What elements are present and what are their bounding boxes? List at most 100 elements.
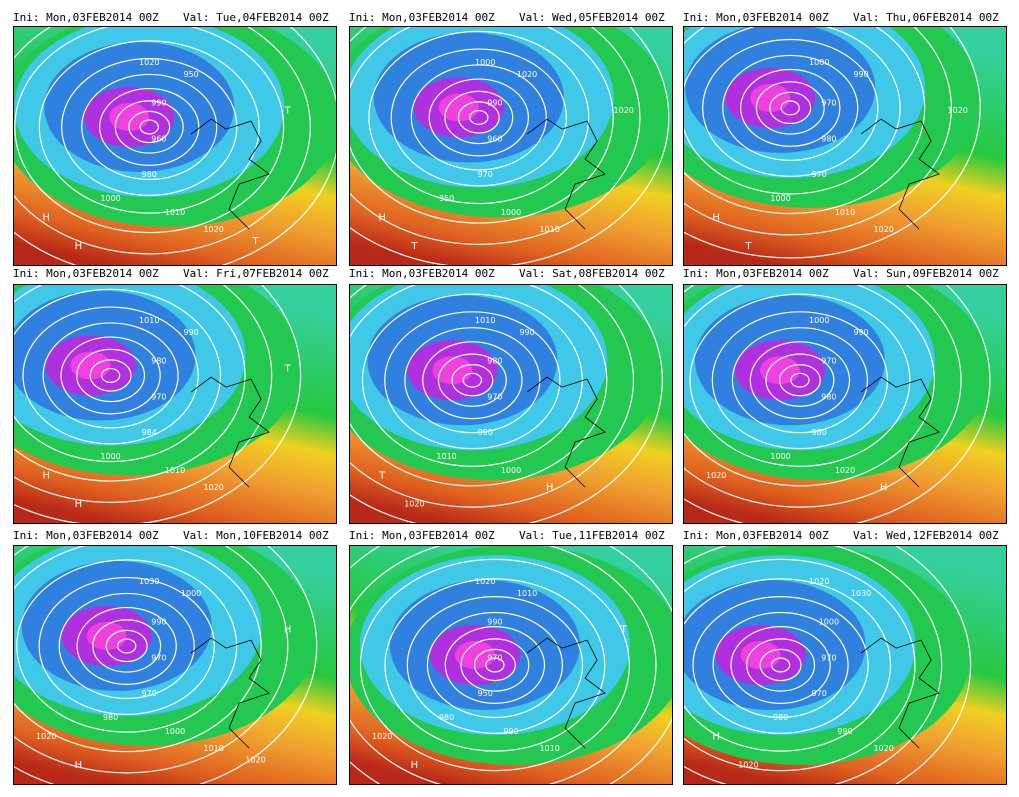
isobar-label: 1010 xyxy=(139,316,159,325)
forecast-map: 1000 990 970 980 970 1000 1010 1020 H T 1020 xyxy=(683,26,1007,266)
isobar-label: 1030 xyxy=(851,589,871,598)
isobar xyxy=(100,367,121,383)
panel-header: Ini: Mon,03FEB2014 00Z Val: Wed,12FEB2014… xyxy=(683,529,999,542)
isobar xyxy=(14,546,262,753)
isobar xyxy=(350,27,641,245)
isobar-label: 1020 xyxy=(203,225,223,234)
forecast-map: 1000 1020 990 960 970 950 1000 1010 H T 1020 xyxy=(349,26,673,266)
isobar xyxy=(730,625,831,705)
isobar-label: 1000 xyxy=(501,466,521,475)
isobar xyxy=(14,27,311,255)
isobar xyxy=(684,578,892,752)
isobar-label: 1010 xyxy=(835,208,855,217)
isobar-label: 980 xyxy=(821,134,836,143)
valid-time: Val: Wed,05FEB2014 00Z xyxy=(519,11,665,24)
isobar-label: 1000 xyxy=(100,194,120,203)
isobar xyxy=(684,285,935,487)
isobar xyxy=(384,311,561,450)
init-time: Ini: Mon,03FEB2014 00Z xyxy=(349,11,495,24)
isobar xyxy=(350,27,614,224)
isobar-label: 980 xyxy=(439,713,454,722)
isobar-label: 970 xyxy=(821,357,836,366)
isobar xyxy=(740,68,841,147)
isobar-label: 1000 xyxy=(475,58,495,67)
isobar xyxy=(457,101,500,134)
pressure-center: T xyxy=(744,241,752,252)
valid-time: Val: Wed,12FEB2014 00Z xyxy=(853,529,999,542)
air-mass xyxy=(109,102,150,131)
isobar-label: 1020 xyxy=(475,577,495,586)
isobar xyxy=(139,119,159,135)
isobar xyxy=(689,293,911,467)
valid-time: Val: Sun,09FEB2014 00Z xyxy=(853,267,999,280)
isobar-label: 990 xyxy=(853,328,868,337)
init-time: Ini: Mon,03FEB2014 00Z xyxy=(13,529,159,542)
isobar-label: 970 xyxy=(812,689,827,698)
init-time: Ini: Mon,03FEB2014 00Z xyxy=(13,267,159,280)
valid-time: Val: Tue,11FEB2014 00Z xyxy=(519,529,665,542)
isobar xyxy=(451,363,494,397)
isobar xyxy=(780,100,800,116)
isobar xyxy=(404,327,541,434)
isobar xyxy=(105,629,148,663)
isobar xyxy=(460,638,530,692)
init-time: Ini: Mon,03FEB2014 00Z xyxy=(13,11,159,24)
coastline xyxy=(526,376,606,488)
isobar xyxy=(92,619,162,673)
isobar xyxy=(89,359,132,392)
isobar xyxy=(895,546,972,784)
isobar-label: 1010 xyxy=(517,589,537,598)
pressure-center: H xyxy=(712,731,720,742)
air-mass xyxy=(86,621,127,650)
isobar-label: 970 xyxy=(487,392,502,401)
isobar xyxy=(368,30,590,205)
isobar xyxy=(350,285,635,508)
coastline xyxy=(860,637,940,749)
isobar-label: 970 xyxy=(151,653,166,662)
isobar xyxy=(778,363,821,397)
isobar-label: 990 xyxy=(487,99,502,108)
isobar xyxy=(406,595,584,735)
pressure-center: T xyxy=(284,363,292,374)
isobar-label: 1000 xyxy=(809,58,829,67)
panel-header: Ini: Mon,03FEB2014 00Z Val: Sun,09FEB2014… xyxy=(683,267,999,280)
forecast-map: 1030 1000 990 970 970 980 1000 1010 1020 H H 1020 xyxy=(13,545,337,785)
pressure-center: H xyxy=(75,241,83,252)
isobar xyxy=(76,348,146,403)
forecast-map: 1010 990 980 970 984 1000 1010 1020 H H T xyxy=(13,284,337,524)
isobar-label: 980 xyxy=(142,170,157,179)
pressure-center: H xyxy=(284,624,292,635)
isobar-label: 1020 xyxy=(614,106,634,115)
isobar-label: 990 xyxy=(151,99,166,108)
forecast-map: 1020 950 990 960 980 1000 1010 1020 H H T T xyxy=(13,26,337,266)
pressure-center: H xyxy=(378,212,386,223)
isobar xyxy=(790,372,810,388)
valid-time: Val: Fri,07FEB2014 00Z xyxy=(183,267,329,280)
isobar-label: 1020 xyxy=(835,466,855,475)
isobar xyxy=(14,285,273,503)
isobar-label: 1020 xyxy=(372,732,392,741)
isobar xyxy=(350,285,608,487)
isobar xyxy=(128,110,171,144)
isobar xyxy=(60,336,161,415)
isobar-label: 970 xyxy=(812,170,827,179)
isobar-label: 1020 xyxy=(809,577,829,586)
isobar-label: 1020 xyxy=(873,744,893,753)
isobar-label: 970 xyxy=(478,170,493,179)
isobar-label: 950 xyxy=(478,689,493,698)
isobar xyxy=(426,611,563,719)
isobar xyxy=(16,559,238,733)
isobar-label: 1010 xyxy=(539,225,559,234)
pressure-center: T xyxy=(410,241,418,252)
isobar xyxy=(684,285,991,523)
isobar xyxy=(684,546,943,784)
isobar xyxy=(14,27,285,234)
forecast-map: 1020 1010 990 970 950 980 990 1010 1020 H T xyxy=(349,545,673,785)
init-time: Ini: Mon,03FEB2014 00Z xyxy=(349,267,495,280)
isobar xyxy=(485,657,505,673)
isobar-label: 990 xyxy=(853,70,868,79)
isobar xyxy=(410,64,547,171)
valid-time: Val: Sat,08FEB2014 00Z xyxy=(519,267,665,280)
isobar xyxy=(38,576,215,715)
